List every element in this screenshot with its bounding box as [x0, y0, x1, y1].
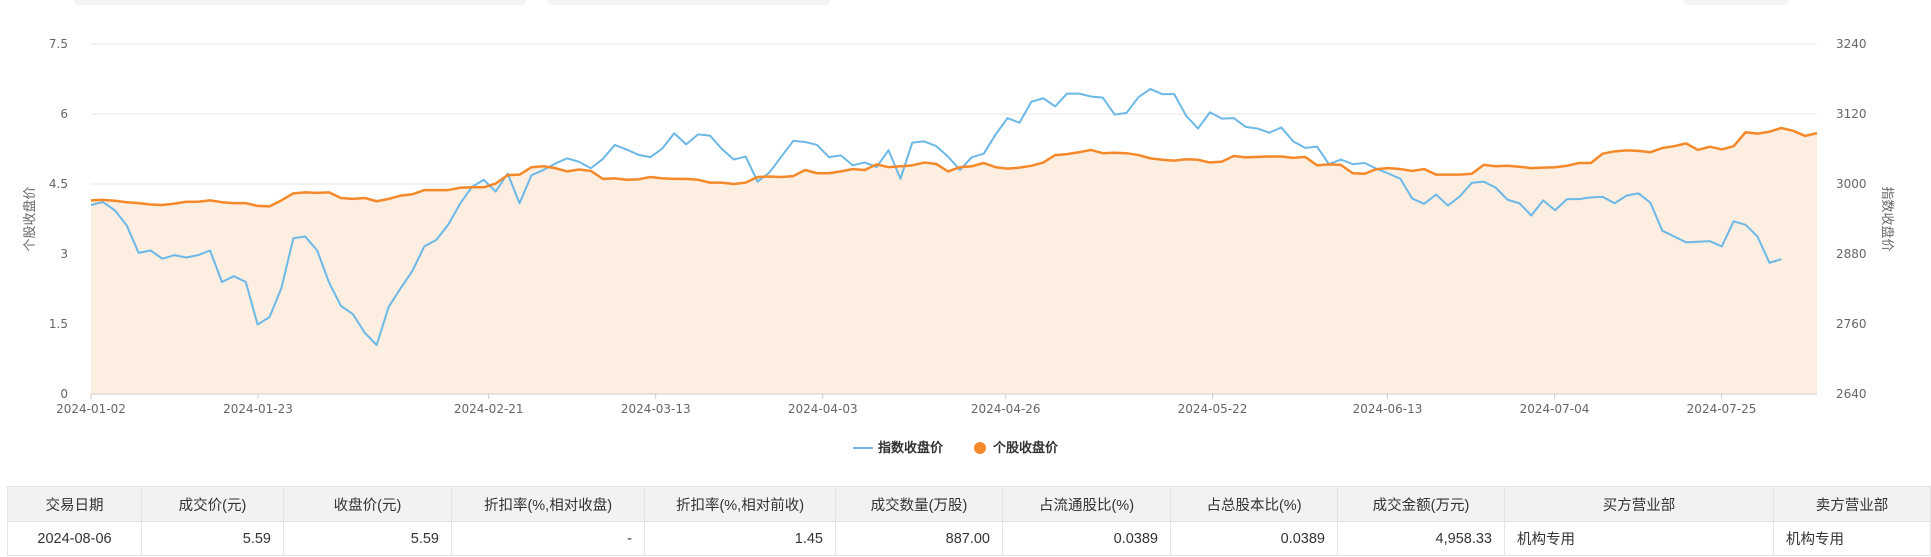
index-price-line	[90, 87, 1782, 346]
x-tick-label: 2024-05-22	[1178, 402, 1248, 416]
col-header: 交易日期	[7, 486, 142, 522]
cell-float-ratio: 0.0389	[1002, 521, 1171, 556]
cell-close-price: 5.59	[283, 521, 452, 556]
x-tick-label: 2024-04-03	[788, 402, 858, 416]
cell-amount: 4,958.33	[1337, 521, 1505, 556]
y-right-tick-label: 2760	[1836, 317, 1867, 331]
x-tick-label: 2024-04-26	[971, 402, 1041, 416]
col-header: 收盘价(元)	[283, 486, 452, 522]
cell-trade-date: 2024-08-06	[7, 521, 142, 556]
chart: 2024-01-02 2024-01-23 2024-02-21 2024-03-13…	[22, 37, 1895, 456]
cell-seller-branch: 机构专用	[1773, 521, 1931, 556]
right-axis-title: 指数收盘价	[1879, 186, 1895, 251]
y-right-tick-label: 3120	[1836, 107, 1867, 121]
col-header: 买方营业部	[1504, 486, 1774, 522]
filter-strip-left	[74, 0, 526, 5]
cell-total-ratio: 0.0389	[1170, 521, 1338, 556]
legend-stock-label: 个股收盘价	[992, 440, 1059, 456]
left-axis-title: 个股收盘价	[22, 186, 38, 251]
x-tick-label: 2024-02-21	[454, 402, 524, 416]
col-header: 折扣率(%,相对前收)	[644, 486, 836, 522]
legend-item-stock[interactable]: 个股收盘价	[974, 440, 1059, 456]
legend-stock-swatch	[974, 442, 986, 454]
col-header: 卖方营业部	[1773, 486, 1931, 522]
y-left-tick-label: 0	[60, 387, 68, 401]
y-left-tick-label: 1.5	[49, 317, 68, 331]
filter-strip-right	[1684, 0, 1788, 5]
y-right-tick-label: 3000	[1836, 177, 1867, 191]
table-row: 2024-08-06 5.59 5.59 - 1.45 887.00 0.038…	[7, 521, 1931, 556]
legend-index-label: 指数收盘价	[878, 440, 944, 456]
col-header: 成交数量(万股)	[835, 486, 1003, 522]
cell-discount-vs-prev-close: 1.45	[644, 521, 836, 556]
x-tick-label: 2024-06-13	[1353, 402, 1423, 416]
y-left-tick-label: 4.5	[49, 177, 68, 191]
left-axis-ticks: 0 1.5 3 4.5 6 7.5	[49, 37, 68, 401]
y-left-tick-label: 7.5	[49, 37, 68, 51]
col-header: 成交价(元)	[141, 486, 284, 522]
x-axis-ticks: 2024-01-02 2024-01-23 2024-02-21 2024-03-13…	[56, 394, 1756, 416]
y-right-tick-label: 3240	[1836, 37, 1867, 51]
legend[interactable]: 指数收盘价 个股收盘价	[853, 440, 1059, 456]
col-header: 成交金额(万元)	[1337, 486, 1505, 522]
cell-discount-vs-close: -	[451, 521, 645, 556]
col-header: 折扣率(%,相对收盘)	[451, 486, 645, 522]
right-axis-ticks: 2640 2760 2880 3000 3120 3240	[1836, 37, 1867, 401]
cell-volume: 887.00	[835, 521, 1003, 556]
y-right-tick-label: 2640	[1836, 387, 1867, 401]
cell-buyer-branch: 机构专用	[1504, 521, 1774, 556]
x-tick-label: 2024-07-25	[1687, 402, 1757, 416]
filter-strip-middle	[548, 0, 830, 5]
cell-deal-price: 5.59	[141, 521, 284, 556]
y-left-tick-label: 6	[60, 107, 68, 121]
legend-item-index[interactable]: 指数收盘价	[853, 440, 944, 456]
y-left-tick-label: 3	[60, 247, 68, 261]
x-tick-label: 2024-01-02	[56, 402, 126, 416]
col-header: 占总股本比(%)	[1170, 486, 1338, 522]
x-tick-label: 2024-03-13	[621, 402, 691, 416]
table-header-row: 交易日期 成交价(元) 收盘价(元) 折扣率(%,相对收盘) 折扣率(%,相对前…	[7, 486, 1931, 522]
col-header: 占流通股比(%)	[1002, 486, 1171, 522]
stock-price-line	[90, 126, 1818, 208]
x-tick-label: 2024-01-23	[223, 402, 293, 416]
x-tick-label: 2024-07-04	[1520, 402, 1590, 416]
y-right-tick-label: 2880	[1836, 247, 1867, 261]
block-trade-table: 交易日期 成交价(元) 收盘价(元) 折扣率(%,相对收盘) 折扣率(%,相对前…	[7, 486, 1931, 556]
